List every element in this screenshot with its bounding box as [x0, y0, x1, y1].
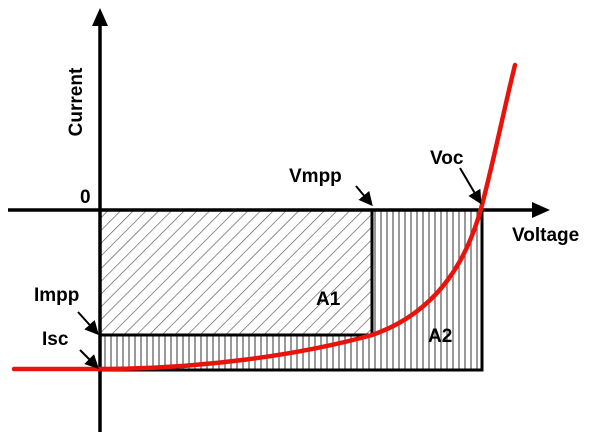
vmpp-pointer — [355, 185, 373, 207]
isc-pointer — [79, 349, 99, 369]
region-a1-fill — [100, 210, 372, 335]
impp-pointer — [77, 311, 99, 336]
a1-label: A1 — [316, 289, 341, 310]
origin-label: 0 — [80, 187, 91, 208]
voc-pointer — [459, 167, 482, 205]
voc-label: Voc — [430, 148, 464, 169]
isc-label: Isc — [42, 329, 69, 350]
x-axis-label: Voltage — [512, 225, 579, 246]
impp-label: Impp — [34, 285, 79, 306]
a2-label: A2 — [428, 326, 452, 347]
x-axis-arrowhead — [532, 202, 550, 218]
y-axis-arrowhead — [92, 8, 108, 26]
vmpp-label: Vmpp — [289, 166, 342, 187]
y-axis-label: Current — [66, 67, 87, 136]
iv-curve — [11, 62, 518, 372]
